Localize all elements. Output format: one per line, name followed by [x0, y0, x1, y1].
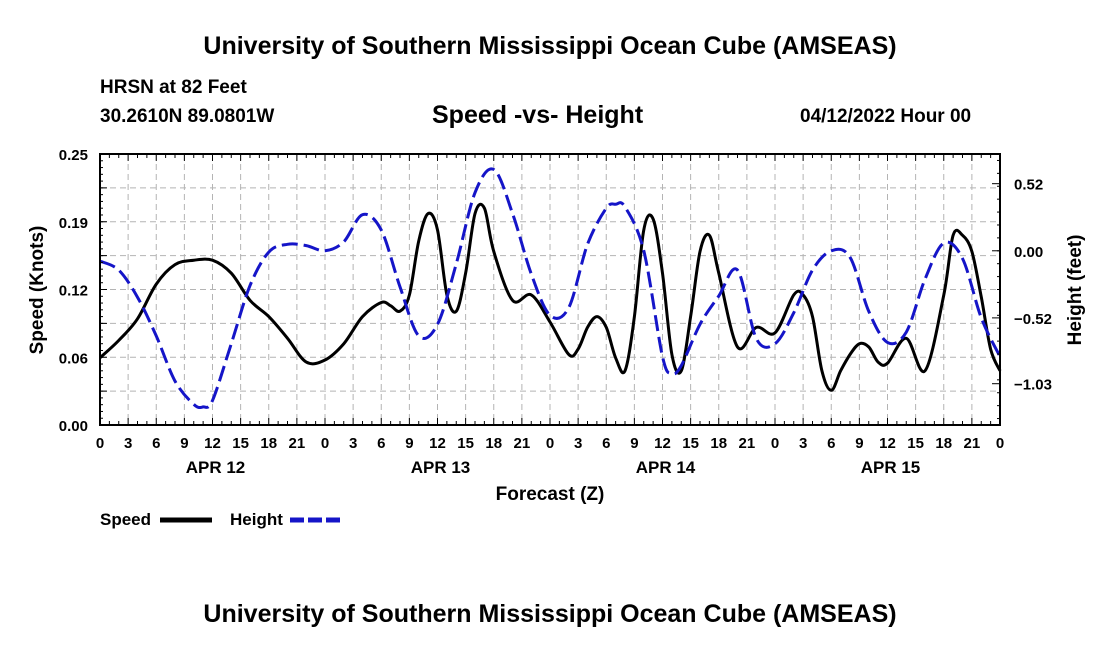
main-title: University of Southern Mississippi Ocean…	[203, 32, 897, 60]
y-left-tick-label: 0.19	[59, 215, 88, 232]
x-tick-label: 12	[654, 435, 671, 452]
y-left-tick-label: 0.06	[59, 350, 88, 367]
x-tick-label: 21	[289, 435, 306, 452]
x-tick-label: 15	[232, 435, 249, 452]
x-tick-label: 18	[710, 435, 727, 452]
y-right-tick-label: −0.52	[1014, 311, 1052, 328]
height-series-line	[99, 167, 1002, 410]
x-tick-label: 9	[405, 435, 413, 452]
x-tick-label: 21	[514, 435, 531, 452]
x-tick-label: 6	[827, 435, 835, 452]
x-tick-label: 9	[855, 435, 863, 452]
x-tick-label: 15	[682, 435, 699, 452]
x-tick-label: 12	[429, 435, 446, 452]
x-tick-label: 12	[204, 435, 221, 452]
y-axis-right-title: Height (feet)	[1065, 235, 1086, 346]
x-tick-label: 0	[546, 435, 554, 452]
x-tick-label: 3	[124, 435, 132, 452]
legend-height-label: Height	[230, 510, 283, 529]
station-label: HRSN at 82 Feet	[100, 77, 247, 98]
forecast-date-label: 04/12/2022 Hour 00	[800, 106, 972, 127]
y-left-tick-label: 0.00	[59, 418, 88, 435]
series-layer	[98, 167, 1002, 410]
day-label: APR 14	[636, 458, 696, 477]
speed-series-line	[98, 202, 1002, 392]
x-tick-label: 18	[260, 435, 277, 452]
y-right-tick-label: 0.52	[1014, 177, 1043, 194]
y-axis-left-title: Speed (Knots)	[27, 226, 48, 355]
x-tick-label: 3	[349, 435, 357, 452]
y-left-tick-label: 0.25	[59, 147, 88, 164]
x-tick-label: 0	[771, 435, 779, 452]
x-tick-label: 12	[879, 435, 896, 452]
y-right-tick-label: 0.00	[1014, 244, 1043, 261]
grid	[100, 154, 1000, 425]
chart-title: Speed -vs- Height	[432, 101, 644, 129]
day-label: APR 15	[861, 458, 921, 477]
x-tick-label: 9	[630, 435, 638, 452]
x-tick-label: 21	[964, 435, 981, 452]
x-tick-label: 21	[739, 435, 756, 452]
x-tick-label: 18	[935, 435, 952, 452]
x-tick-label: 18	[485, 435, 502, 452]
day-label: APR 12	[186, 458, 246, 477]
y-right-tick-label: −1.03	[1014, 377, 1052, 394]
legend-speed-label: Speed	[100, 510, 151, 529]
day-label: APR 13	[411, 458, 471, 477]
x-tick-label: 3	[799, 435, 807, 452]
footer-title: University of Southern Mississippi Ocean…	[203, 600, 897, 628]
x-tick-label: 0	[321, 435, 329, 452]
y-left-tick-label: 0.12	[59, 283, 88, 300]
x-tick-label: 6	[377, 435, 385, 452]
x-tick-label: 0	[96, 435, 104, 452]
x-tick-label: 9	[180, 435, 188, 452]
x-tick-label: 6	[152, 435, 160, 452]
ticks: 0 3 6 9 12 15 18 21 0 3 6 9 12 15 18 21 0 3 6 9 12 15 18 21 0 3 6 9…	[59, 147, 1052, 477]
x-axis-title: Forecast (Z)	[496, 484, 605, 505]
coordinates-label: 30.2610N 89.0801W	[100, 106, 275, 127]
x-tick-label: 6	[602, 435, 610, 452]
x-tick-label: 15	[457, 435, 474, 452]
x-tick-label: 0	[996, 435, 1004, 452]
x-tick-label: 3	[574, 435, 582, 452]
x-tick-label: 15	[907, 435, 924, 452]
